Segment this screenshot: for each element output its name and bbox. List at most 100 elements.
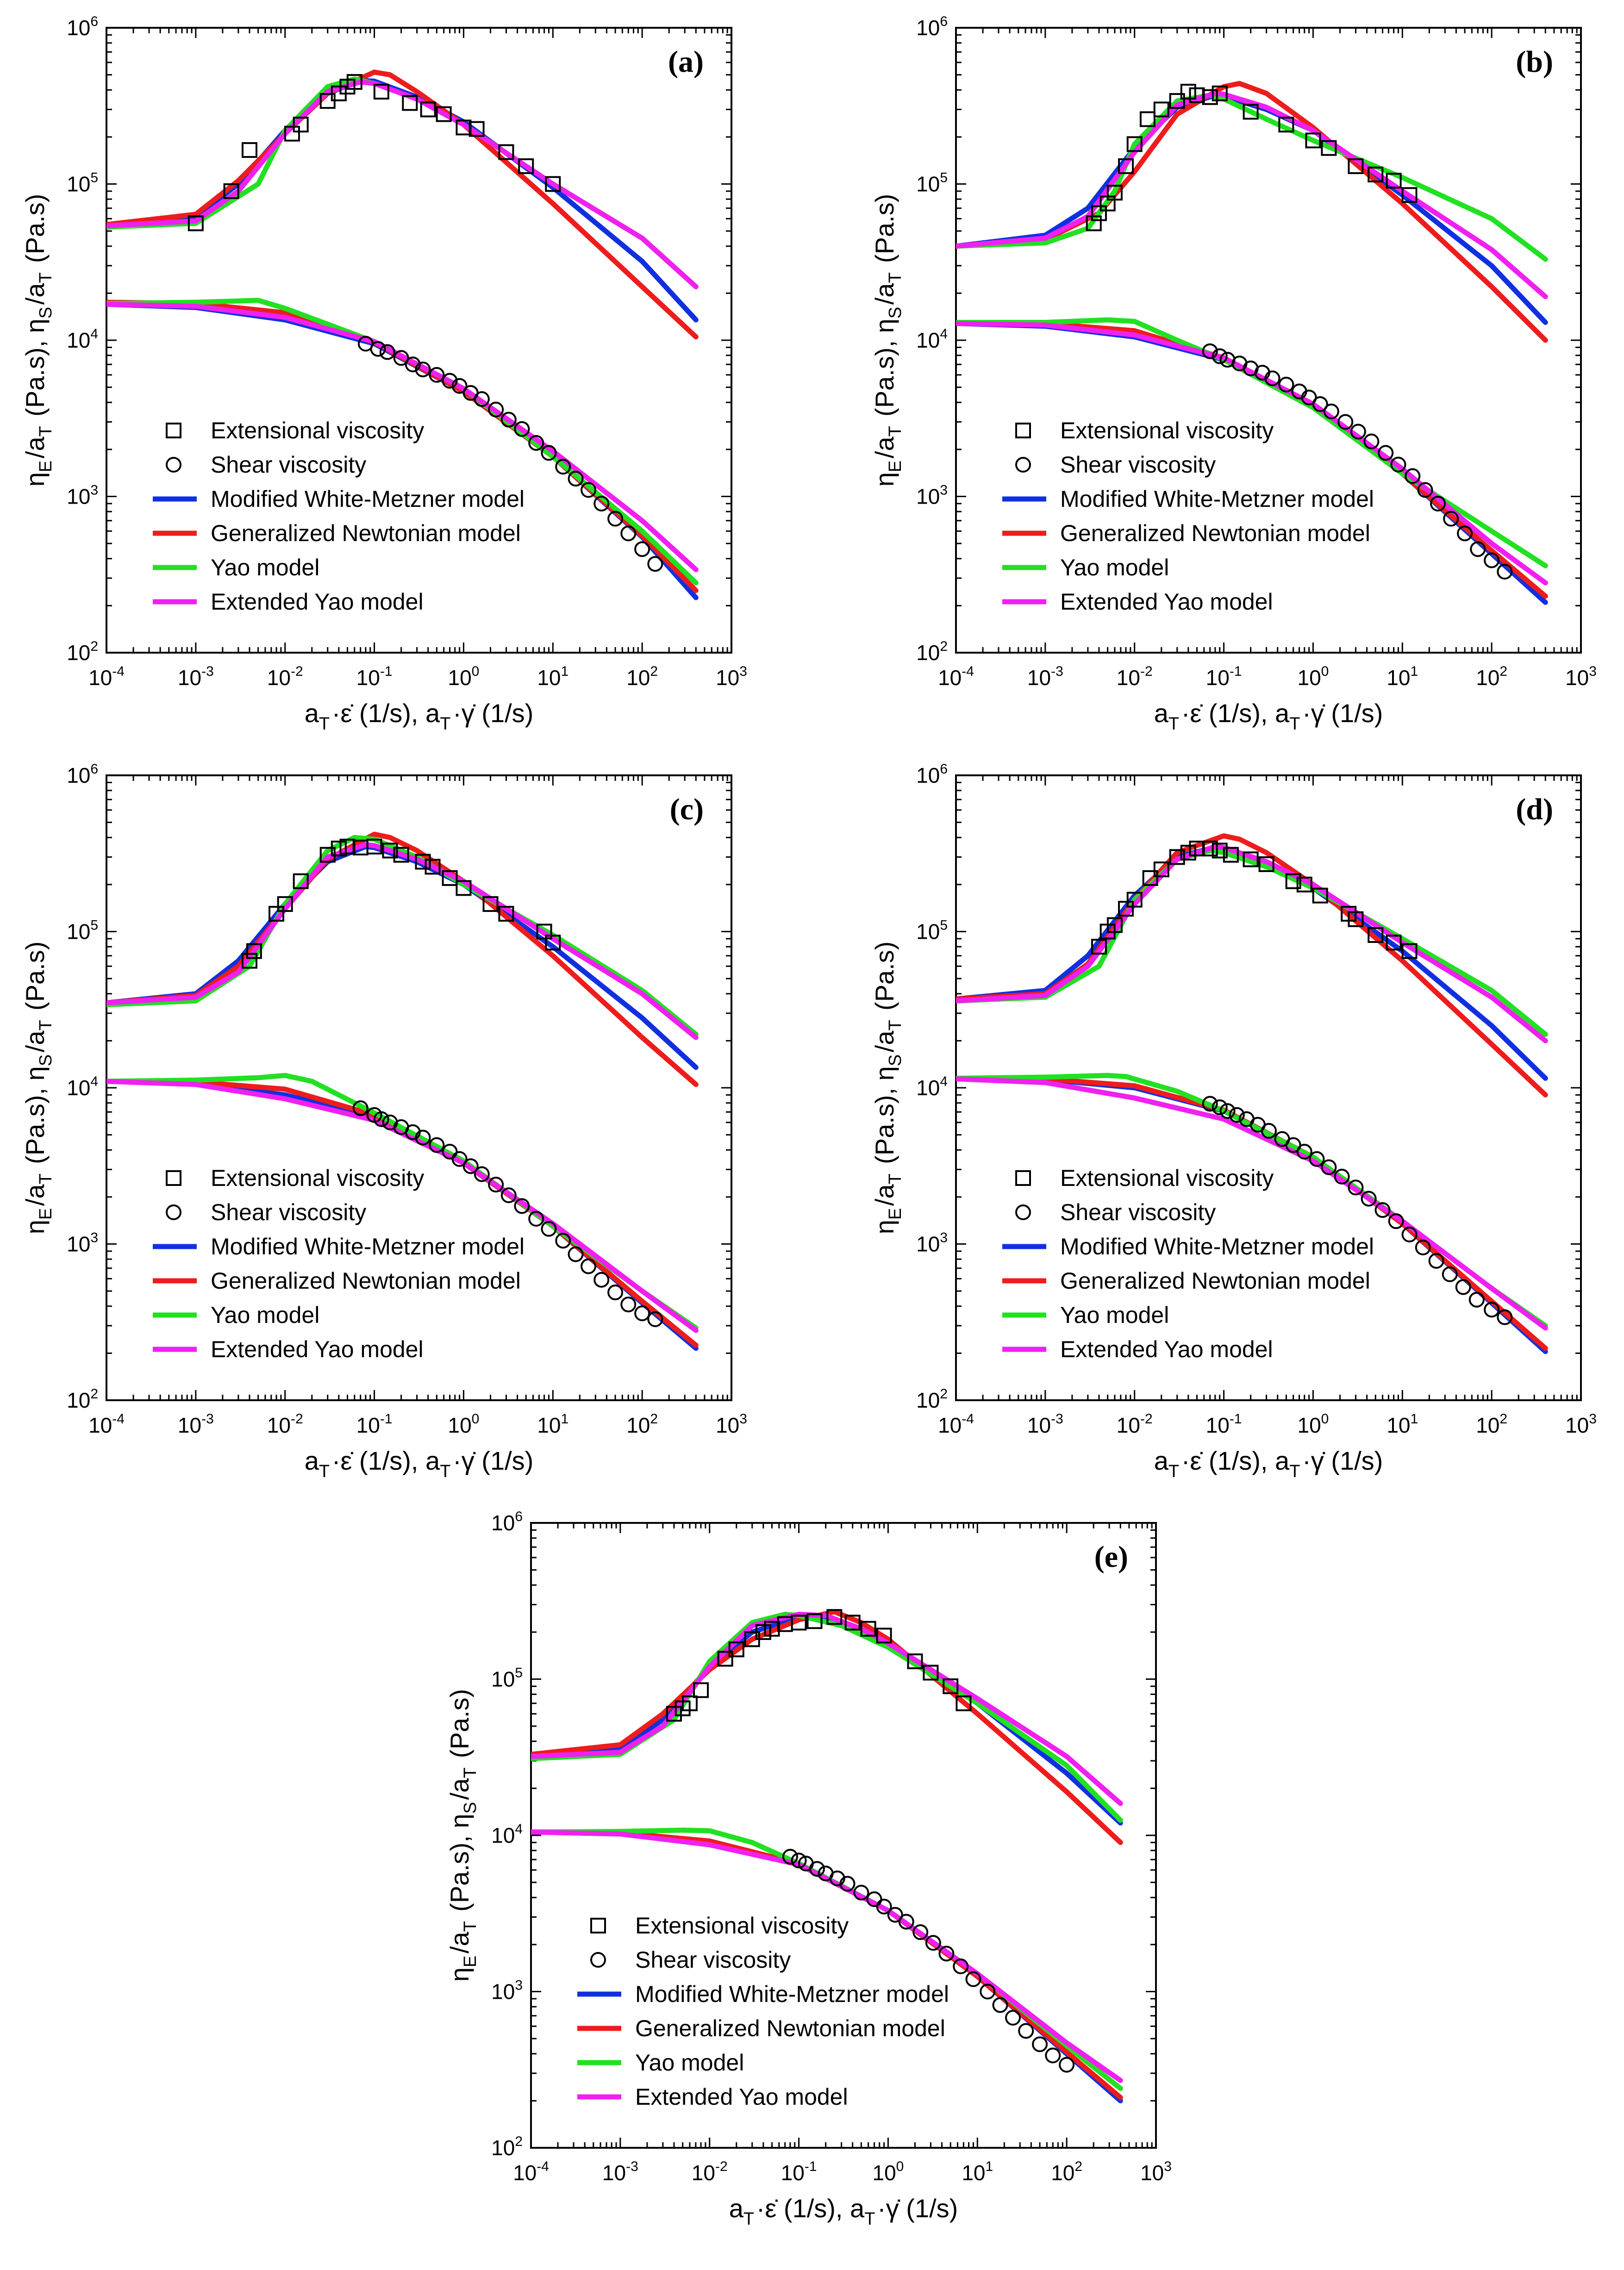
extensional-point	[1243, 851, 1259, 867]
shear-point	[898, 1914, 914, 1930]
legend-label: Generalized Newtonian model	[1060, 520, 1370, 546]
legend-label: Shear viscosity	[211, 1199, 366, 1225]
shear-point	[1378, 445, 1394, 461]
legend-label: Shear viscosity	[211, 452, 366, 478]
extensional-point	[373, 84, 389, 100]
x-tick-label: 101	[1387, 1411, 1418, 1437]
legend-label: Extensional viscosity	[1060, 418, 1274, 443]
x-tick-label: 101	[537, 664, 568, 690]
extensional-point	[498, 144, 514, 160]
legend-label: Shear viscosity	[635, 1947, 791, 1973]
x-tick-label: 103	[1565, 664, 1597, 690]
extensional-point	[1180, 845, 1196, 861]
x-tick-label: 10-4	[938, 664, 974, 690]
shear-point	[1337, 414, 1354, 430]
extensional-point	[545, 176, 561, 192]
x-tick-label: 10-4	[88, 664, 125, 690]
extensional-point	[1126, 892, 1143, 908]
series-line	[956, 846, 1548, 1081]
shear-point	[1005, 2010, 1021, 2026]
extensional-point	[536, 923, 552, 940]
panel-label: (a)	[668, 45, 704, 79]
y-tick-label: 105	[67, 918, 98, 944]
x-tick-label: 10-3	[1027, 664, 1063, 690]
series-line	[106, 831, 699, 1087]
legend: Extensional viscosity Shear viscosity Modi…	[1002, 1165, 1374, 1362]
series-line	[956, 848, 1548, 1037]
legend-label: Modified White-Metzner model	[635, 1981, 949, 2007]
legend-label: Yao model	[635, 2050, 744, 2076]
shear-point	[1417, 482, 1433, 498]
legend-label: Generalized Newtonian model	[635, 2015, 945, 2041]
extensional-point	[956, 1695, 972, 1711]
legend-label: Shear viscosity	[1060, 1199, 1216, 1225]
shear-point	[474, 1166, 490, 1182]
legend-label: Extended Yao model	[1060, 1336, 1273, 1362]
series-line	[106, 78, 699, 323]
extensional-point	[293, 873, 309, 889]
extensional-point	[1212, 842, 1228, 859]
panel-label: (c)	[670, 792, 704, 826]
extensional-point	[1386, 173, 1402, 189]
extensional-point	[425, 859, 441, 875]
y-tick-label: 106	[67, 761, 98, 787]
shear-point	[647, 1311, 663, 1328]
shear-point	[1497, 564, 1513, 580]
shear-point	[1361, 1191, 1377, 1207]
shear-point	[1497, 1309, 1513, 1325]
y-tick-label: 104	[916, 326, 948, 352]
extensional-point	[1126, 136, 1143, 152]
shear-point	[568, 1246, 584, 1262]
series-line	[956, 1076, 1548, 1351]
extensional-point	[1285, 873, 1301, 889]
x-tick-label: 10-4	[88, 1411, 125, 1437]
legend-label: Modified White-Metzner model	[211, 486, 525, 512]
legend-label: Generalized Newtonian model	[211, 1268, 521, 1294]
y-tick-label: 103	[491, 1978, 523, 2004]
marker-group	[241, 838, 663, 1328]
y-tick-label: 104	[916, 1074, 948, 1100]
series-line	[106, 69, 699, 340]
x-tick-label: 102	[1051, 2159, 1082, 2185]
shear-point	[1278, 376, 1294, 393]
legend: Extensional viscosity Shear viscosity Modi…	[577, 1913, 949, 2110]
axis-ticks	[530, 1523, 1156, 2149]
shear-point	[853, 1884, 869, 1901]
extensional-point	[393, 847, 409, 863]
shear-point	[607, 511, 624, 527]
extensional-point	[545, 935, 561, 951]
shear-point	[488, 1177, 504, 1193]
shear-point	[1457, 525, 1473, 542]
series-line	[106, 301, 699, 600]
legend-label: Extensional viscosity	[635, 1913, 849, 1939]
shear-point	[451, 378, 468, 394]
series-line	[531, 1609, 1123, 1845]
shear-point	[541, 1221, 557, 1237]
series-line	[106, 1079, 699, 1351]
extensional-point	[907, 1653, 923, 1670]
y-tick-label: 103	[67, 1230, 98, 1256]
extensional-point	[717, 1651, 733, 1667]
shear-point	[634, 1305, 650, 1322]
shear-point	[1202, 1096, 1218, 1112]
x-tick-label: 100	[448, 1411, 479, 1437]
marker-group	[187, 74, 663, 572]
extensional-point	[442, 870, 458, 886]
extensional-point	[518, 158, 534, 175]
shear-point	[1045, 2047, 1061, 2064]
extensional-point	[1258, 856, 1274, 872]
shear-point	[938, 1946, 955, 1962]
shear-point	[1484, 1302, 1500, 1318]
extensional-point	[1202, 841, 1218, 857]
axis-ticks	[955, 775, 1581, 1401]
y-tick-label: 106	[67, 14, 98, 40]
shear-point	[555, 459, 571, 475]
extensional-point	[1091, 939, 1107, 955]
series-line	[956, 81, 1548, 343]
shear-point	[992, 1997, 1008, 2013]
x-tick-label: 10-2	[692, 2159, 728, 2185]
y-tick-label: 105	[491, 1665, 523, 1691]
x-tick-label: 102	[1476, 664, 1507, 690]
shear-point	[839, 1876, 856, 1892]
y-axis-label: ηE /aT (Pa.s), ηS /aT (Pa.s)	[20, 194, 56, 487]
